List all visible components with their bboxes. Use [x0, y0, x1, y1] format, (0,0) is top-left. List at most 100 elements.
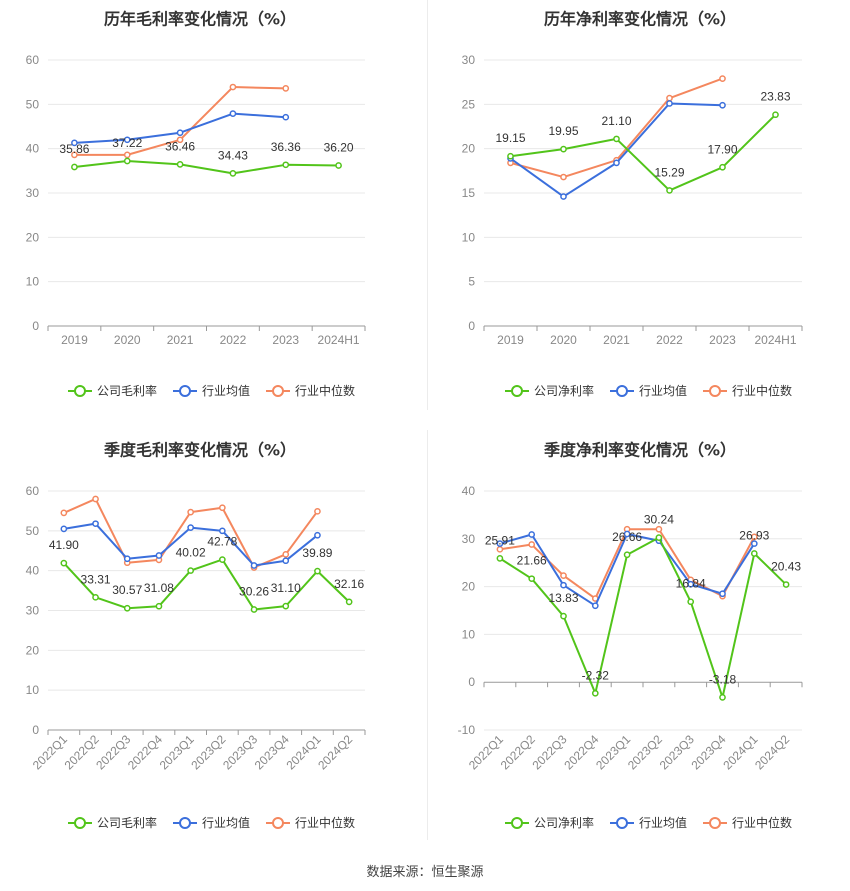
data-label: 13.83 [548, 591, 578, 605]
data-point-median [282, 85, 290, 92]
vertical-divider-bottom [427, 430, 428, 840]
legend-entry-label: 行业均值 [202, 383, 250, 398]
data-point-median [187, 508, 194, 516]
y-tick-label: 50 [26, 97, 40, 111]
legend-entry-label: 行业均值 [202, 815, 250, 830]
data-point-avg [60, 525, 68, 533]
data-point-company [187, 567, 194, 574]
y-tick-label: 25 [462, 97, 476, 111]
legend-swatch-marker [616, 385, 628, 397]
legend-swatch-marker [74, 817, 86, 829]
x-tick-label: 2019 [497, 333, 524, 347]
data-point-company [155, 602, 163, 610]
legend-entry-label: 行业均值 [639, 815, 687, 830]
series-line-company [63, 558, 350, 611]
legend-swatch-marker [616, 817, 628, 829]
data-label: 40.02 [176, 546, 206, 560]
data-point-avg [71, 139, 78, 147]
data-label: 21.66 [517, 554, 547, 568]
y-tick-label: 60 [26, 484, 40, 498]
data-point-avg [719, 590, 726, 598]
data-label: 42.78 [207, 535, 237, 549]
y-tick-label: -10 [458, 723, 476, 737]
data-point-median [92, 495, 99, 503]
legend-entry-label: 行业均值 [639, 383, 687, 398]
data-point-company [335, 162, 342, 169]
data-label: 16.84 [676, 577, 706, 591]
data-point-median [750, 533, 758, 541]
data-label: 17.90 [707, 142, 737, 156]
legend: 公司净利率 行业均值 行业中位数 [505, 815, 792, 830]
data-point-company [782, 581, 790, 588]
x-tick-label: 2022 [220, 333, 247, 347]
data-point-company [345, 598, 353, 606]
data-point-company [623, 551, 631, 559]
series-line-company [74, 159, 339, 175]
data-label: 30.57 [112, 583, 142, 597]
data-point-median [314, 507, 321, 515]
chart-annual-gross-margin: 历年毛利率变化情况（%） 0 10 20 30 40 50 60 2019 2020 2021 202… [26, 10, 366, 398]
data-point-company [528, 575, 536, 583]
y-tick-label: 40 [26, 142, 40, 156]
y-tick-label: 30 [26, 604, 40, 618]
data-point-company [282, 161, 290, 169]
x-tick-label: 2024Q2 [315, 732, 355, 772]
y-tick-label: 60 [26, 53, 40, 67]
data-point-company [655, 534, 663, 542]
data-label: 26.93 [739, 528, 769, 542]
data-label: 30.24 [644, 513, 674, 527]
data-point-company [282, 602, 290, 610]
data-point-company [250, 606, 258, 613]
data-point-median [60, 509, 68, 517]
data-point-median [528, 541, 536, 548]
data-point-avg [123, 555, 131, 563]
data-point-avg [623, 530, 631, 538]
chart-panel-quarterly-gross-margin: 季度毛利率变化情况（%） 0 10 20 30 40 50 60 2022Q1 2022Q2 202… [0, 430, 425, 850]
data-label: 31.08 [144, 581, 174, 595]
chart-quarterly-gross-margin: 季度毛利率变化情况（%）01020304050602022Q12022Q2202… [26, 441, 366, 830]
data-point-company [719, 694, 726, 701]
y-tick-label: 30 [462, 532, 476, 546]
chart-quarterly-net-margin: 季度净利率变化情况（%）-100102030402022Q12022Q22022… [458, 441, 803, 830]
data-point-company [229, 170, 237, 177]
data-point-median [560, 173, 567, 181]
legend-swatch-marker [511, 385, 523, 397]
data-label: 31.10 [271, 581, 301, 595]
data-point-median [229, 83, 237, 91]
data-point-median [282, 550, 290, 558]
x-tick-label: 2020 [114, 333, 141, 347]
data-label: 35.86 [59, 142, 89, 156]
y-tick-label: 20 [462, 142, 476, 156]
series-line-company [499, 536, 787, 699]
y-tick-label: 15 [462, 186, 476, 200]
data-point-median [123, 151, 131, 159]
data-point-company [123, 157, 131, 165]
chart-title: 季度净利率变化情况（%） [543, 441, 736, 460]
data-point-avg [750, 540, 758, 547]
y-tick-label: 0 [32, 723, 39, 737]
x-tick-label: 2022 [656, 333, 683, 347]
data-point-company [60, 559, 68, 567]
legend: 公司毛利率 行业均值 行业中位数 [68, 815, 355, 830]
x-tick-label: 2023 [272, 333, 299, 347]
x-tick-label: 2024Q2 [752, 732, 792, 772]
data-point-avg [666, 100, 673, 107]
vertical-divider-top [427, 0, 428, 410]
data-label: 36.20 [324, 141, 354, 155]
data-point-median [71, 151, 78, 159]
y-tick-label: 20 [26, 230, 40, 244]
data-label: -2.32 [582, 668, 610, 682]
x-tick-label: 2024H1 [754, 333, 796, 347]
data-point-median [655, 525, 663, 533]
data-point-company [666, 187, 673, 194]
data-point-avg [123, 136, 131, 144]
data-point-median [666, 94, 673, 102]
chart-panel-quarterly-net-margin: 季度净利率变化情况（%） -10 0 10 20 30 40 2022Q1 2022Q2 2022… [428, 430, 850, 850]
data-point-company [496, 555, 504, 562]
data-label: 34.43 [218, 148, 248, 162]
data-point-avg [687, 580, 695, 588]
legend-swatch-marker [709, 817, 721, 829]
y-tick-label: 5 [468, 275, 475, 289]
legend-swatch-marker [179, 817, 191, 829]
data-point-company [719, 163, 726, 171]
